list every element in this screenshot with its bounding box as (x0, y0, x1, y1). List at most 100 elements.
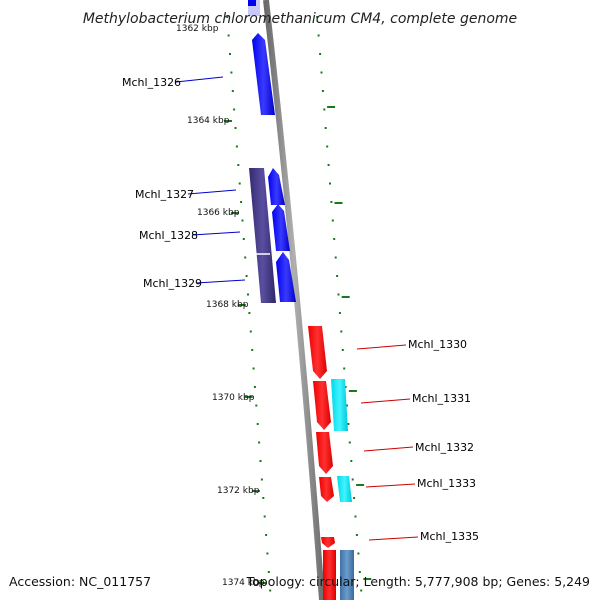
left-tick (269, 589, 272, 592)
left-tick (263, 515, 266, 518)
right-tick (337, 293, 340, 296)
gene-arrow-mchl-1335[interactable] (321, 537, 335, 548)
right-tick (327, 164, 330, 166)
right-tick (331, 219, 334, 222)
kbp-label-1362: 1362 kbp (176, 24, 219, 34)
kbp-label-1374: 1374 kbp (222, 578, 265, 588)
left-tick-major (237, 304, 246, 306)
left-tick (248, 312, 251, 314)
right-tick (351, 478, 354, 481)
gene-label-mchl-1333[interactable]: Mchl_1333 (417, 477, 476, 490)
left-tick (260, 478, 263, 481)
right-tick (326, 145, 329, 148)
accession-text: Accession: NC_011757 (9, 574, 151, 589)
left-tick (241, 219, 244, 222)
left-tick (230, 71, 233, 74)
gene-arrow-mchl-1327[interactable] (268, 168, 285, 205)
gene-label-mchl-1331[interactable]: Mchl_1331 (412, 392, 471, 405)
right-tick (320, 71, 323, 74)
kbp-label-1370: 1370 kbp (212, 393, 255, 403)
right-tick (343, 367, 346, 370)
left-tick (266, 552, 269, 555)
gene-arrow-mchl-1328[interactable] (272, 204, 290, 251)
left-tick (247, 293, 249, 296)
kbp-label-1372: 1372 kbp (217, 486, 260, 496)
right-tick (317, 34, 320, 37)
right-tick (323, 108, 326, 111)
gene-arrow-mchl-1330[interactable] (308, 326, 327, 379)
right-tick-major (348, 390, 357, 392)
right-tick (319, 53, 322, 55)
left-tick (255, 404, 258, 407)
label-leaders (175, 76, 419, 541)
feature-block-bottom[interactable] (340, 550, 354, 600)
left-tick (262, 497, 265, 499)
feature-block-mchl-1333[interactable] (337, 476, 352, 502)
gene-label-mchl-1335[interactable]: Mchl_1335 (420, 530, 479, 543)
left-tick (233, 108, 236, 111)
topology-text: Topology: circular; Length: 5,777,908 bp… (246, 574, 590, 589)
right-tick (350, 460, 353, 462)
left-tick (235, 145, 238, 148)
right-tick (330, 201, 333, 203)
left-tick (237, 164, 240, 166)
left-tick (251, 349, 254, 351)
left-tick (265, 534, 268, 536)
left-tick (227, 34, 230, 37)
left-tick (253, 386, 256, 388)
right-tick-major (341, 296, 350, 298)
gene-label-mchl-1330[interactable]: Mchl_1330 (408, 338, 467, 351)
gene-arrow-mchl-1331[interactable] (313, 381, 331, 430)
left-tick-major (230, 212, 239, 214)
right-tick-major (327, 106, 336, 108)
feature-block-mchl-1331[interactable] (331, 379, 348, 431)
gene-arrow-mchl-1329[interactable] (276, 252, 296, 302)
right-tick-major (356, 484, 365, 486)
right-tick (354, 515, 357, 518)
right-tick (340, 330, 343, 333)
right-tick (336, 275, 339, 277)
gene-label-mchl-1327[interactable]: Mchl_1327 (135, 188, 194, 201)
kbp-label-1366: 1366 kbp (197, 208, 240, 218)
left-tick (229, 53, 231, 55)
left-tick (244, 256, 247, 259)
left-tick (231, 90, 234, 92)
right-tick (353, 497, 356, 499)
gene-label-mchl-1332[interactable]: Mchl_1332 (415, 441, 474, 454)
right-tick (347, 423, 350, 425)
right-tick (346, 404, 348, 407)
kbp-label-1368: 1368 kbp (206, 300, 249, 310)
feature-block-mchl-1327-1329[interactable] (249, 168, 276, 303)
right-tick (348, 441, 351, 444)
left-tick (249, 330, 252, 333)
gene-arrow-mchl-1326[interactable] (252, 33, 275, 115)
left-tick (252, 367, 255, 370)
left-tick (259, 460, 262, 462)
left-tick (245, 275, 248, 277)
right-tick (329, 182, 331, 185)
right-tick (341, 349, 344, 351)
right-tick-major (363, 578, 372, 580)
kbp-label-1364: 1364 kbp (187, 116, 230, 126)
gene-label-mchl-1328[interactable]: Mchl_1328 (139, 229, 198, 242)
right-tick (344, 386, 347, 388)
left-tick (240, 201, 243, 203)
left-tick (226, 16, 229, 18)
map-title: Methylobacterium chloromethanicum CM4, c… (83, 11, 517, 27)
left-tick (242, 238, 245, 240)
gene-top-fragment-cap (248, 0, 256, 6)
left-tick (258, 441, 261, 444)
gene-arrow-mchl-1332[interactable] (316, 432, 333, 474)
gene-arrow-mchl-1333[interactable] (319, 477, 334, 502)
right-tick (333, 238, 336, 240)
left-tick-major (244, 396, 253, 398)
left-tick (234, 127, 237, 129)
gene-label-mchl-1329[interactable]: Mchl_1329 (143, 277, 202, 290)
gene-bottom-fragment-red[interactable] (323, 550, 336, 600)
right-tick (358, 571, 361, 573)
right-tick (334, 256, 337, 259)
right-tick (338, 312, 341, 314)
gene-label-mchl-1326[interactable]: Mchl_1326 (122, 76, 181, 89)
